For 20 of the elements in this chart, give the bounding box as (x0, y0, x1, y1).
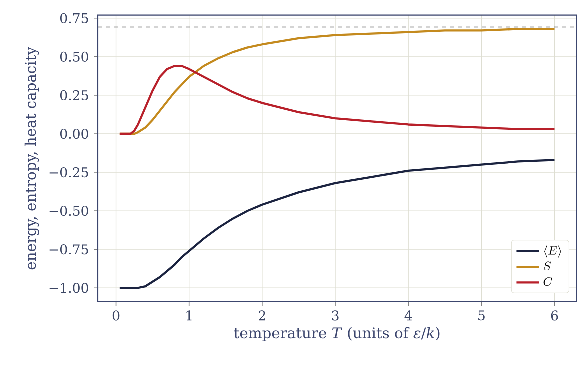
x-tick-label: 6 (551, 310, 558, 321)
y-tick-label: −0.25 (50, 167, 88, 178)
legend-label: $S$ (544, 262, 552, 271)
y-axis-title: energy, entropy, heat capacity (24, 47, 40, 270)
legend-label: $\langle E\rangle$ (544, 246, 562, 258)
y-tick-label: −1.00 (50, 283, 88, 294)
x-tick-label: 2 (259, 310, 266, 321)
y-tick-label: −0.75 (50, 244, 88, 255)
y-tick-label: 0.75 (60, 13, 88, 24)
x-tick-label: 4 (404, 310, 412, 321)
legend-label: $C$ (544, 277, 553, 286)
y-tick-label: 0.25 (60, 90, 88, 101)
x-tick-label: 3 (332, 310, 339, 321)
x-tick-label: 0 (112, 310, 120, 321)
y-tick-label: 0.50 (60, 52, 88, 62)
y-tick-label: 0.00 (60, 128, 88, 140)
y-tick-label: −0.50 (50, 206, 88, 216)
x-tick-label: 5 (478, 310, 485, 321)
x-tick-label: 1 (186, 310, 192, 321)
x-axis-title: temperature T (units of ε/k) (234, 327, 440, 342)
